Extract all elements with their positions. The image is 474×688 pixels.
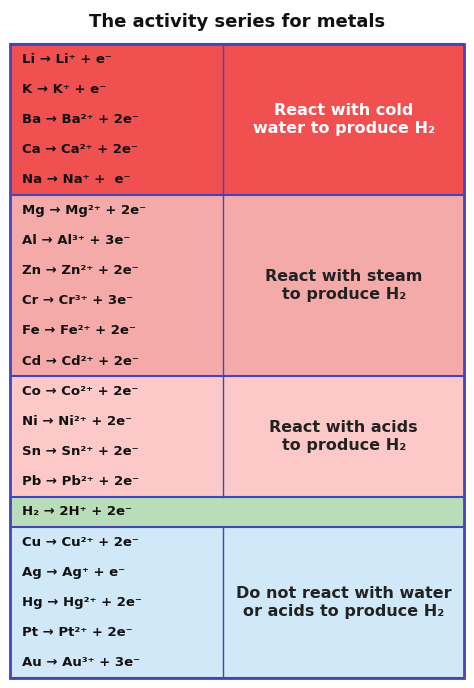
Text: React with cold
water to produce H₂: React with cold water to produce H₂ — [253, 103, 435, 136]
Text: Co → Co²⁺ + 2e⁻: Co → Co²⁺ + 2e⁻ — [22, 385, 138, 398]
Bar — [10, 44, 464, 195]
Text: Mg → Mg²⁺ + 2e⁻: Mg → Mg²⁺ + 2e⁻ — [22, 204, 146, 217]
Bar — [10, 376, 464, 497]
Bar — [10, 195, 464, 376]
Text: K → K⁺ + e⁻: K → K⁺ + e⁻ — [22, 83, 106, 96]
Text: Ag → Ag⁺ + e⁻: Ag → Ag⁺ + e⁻ — [22, 566, 125, 579]
Text: Al → Al³⁺ + 3e⁻: Al → Al³⁺ + 3e⁻ — [22, 234, 130, 247]
Text: Cu → Cu²⁺ + 2e⁻: Cu → Cu²⁺ + 2e⁻ — [22, 536, 139, 548]
Text: Do not react with water
or acids to produce H₂: Do not react with water or acids to prod… — [236, 586, 452, 619]
Text: Cr → Cr³⁺ + 3e⁻: Cr → Cr³⁺ + 3e⁻ — [22, 294, 133, 307]
Bar — [10, 497, 464, 527]
Text: React with steam
to produce H₂: React with steam to produce H₂ — [265, 269, 422, 302]
Text: H₂ → 2H⁺ + 2e⁻: H₂ → 2H⁺ + 2e⁻ — [22, 506, 132, 519]
Text: Zn → Zn²⁺ + 2e⁻: Zn → Zn²⁺ + 2e⁻ — [22, 264, 138, 277]
Text: Sn → Sn²⁺ + 2e⁻: Sn → Sn²⁺ + 2e⁻ — [22, 445, 138, 458]
Text: Au → Au³⁺ + 3e⁻: Au → Au³⁺ + 3e⁻ — [22, 656, 140, 669]
Text: Na → Na⁺ +  e⁻: Na → Na⁺ + e⁻ — [22, 173, 130, 186]
Text: The activity series for metals: The activity series for metals — [89, 13, 385, 31]
Text: React with acids
to produce H₂: React with acids to produce H₂ — [269, 420, 418, 453]
Text: Ca → Ca²⁺ + 2e⁻: Ca → Ca²⁺ + 2e⁻ — [22, 143, 138, 156]
Text: Li → Li⁺ + e⁻: Li → Li⁺ + e⁻ — [22, 52, 112, 65]
Bar — [10, 527, 464, 678]
Text: Hg → Hg²⁺ + 2e⁻: Hg → Hg²⁺ + 2e⁻ — [22, 596, 142, 609]
Text: Pb → Pb²⁺ + 2e⁻: Pb → Pb²⁺ + 2e⁻ — [22, 475, 139, 488]
Text: Pt → Pt²⁺ + 2e⁻: Pt → Pt²⁺ + 2e⁻ — [22, 626, 133, 639]
Text: Cd → Cd²⁺ + 2e⁻: Cd → Cd²⁺ + 2e⁻ — [22, 354, 139, 367]
Text: Ni → Ni²⁺ + 2e⁻: Ni → Ni²⁺ + 2e⁻ — [22, 415, 132, 428]
Text: Fe → Fe²⁺ + 2e⁻: Fe → Fe²⁺ + 2e⁻ — [22, 324, 136, 337]
Text: Ba → Ba²⁺ + 2e⁻: Ba → Ba²⁺ + 2e⁻ — [22, 113, 139, 126]
